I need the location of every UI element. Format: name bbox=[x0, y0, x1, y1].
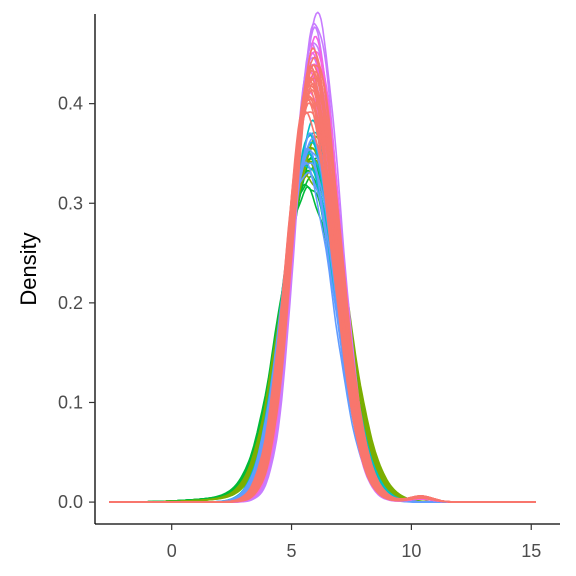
y-tick-label: 0.1 bbox=[58, 392, 83, 412]
x-axis-ticks: 0 5 10 15 bbox=[167, 524, 541, 561]
density-curve bbox=[109, 162, 536, 503]
density-curve bbox=[109, 111, 536, 503]
x-tick-label: 15 bbox=[521, 541, 541, 561]
y-tick-label: 0.2 bbox=[58, 293, 83, 313]
x-tick-label: 5 bbox=[287, 541, 297, 561]
density-curve bbox=[109, 98, 536, 503]
y-tick-label: 0.4 bbox=[58, 94, 83, 114]
x-tick-label: 10 bbox=[401, 541, 421, 561]
y-axis-title: Density bbox=[16, 232, 41, 305]
y-tick-label: 0.3 bbox=[58, 193, 83, 213]
x-tick-label: 0 bbox=[167, 541, 177, 561]
y-tick-label: 0.0 bbox=[58, 492, 83, 512]
y-axis-ticks: 0.0 0.1 0.2 0.3 0.4 bbox=[58, 94, 95, 512]
density-curves bbox=[109, 11, 536, 503]
density-curve bbox=[109, 70, 536, 503]
